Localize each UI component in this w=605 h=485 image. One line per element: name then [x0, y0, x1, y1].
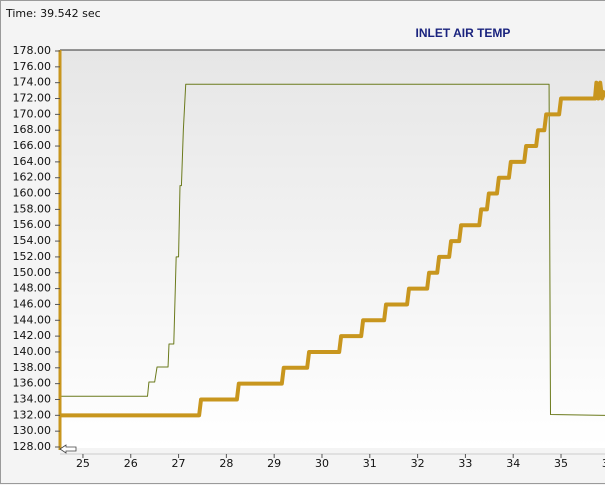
y-tick-label: 148.00	[13, 282, 52, 295]
y-tick-label: 166.00	[13, 139, 52, 152]
y-tick-label: 172.00	[13, 92, 52, 105]
series-line	[60, 80, 605, 418]
x-tick-label: 31	[363, 457, 377, 470]
y-tick-label: 154.00	[13, 234, 52, 247]
y-tick-label: 134.00	[13, 392, 52, 405]
x-tick-label: 27	[172, 457, 186, 470]
chart-title: INLET AIR TEMP	[416, 26, 511, 40]
y-tick-label: 138.00	[13, 361, 52, 374]
y-tick-label: 132.00	[13, 408, 52, 421]
y-tick-label: 162.00	[13, 171, 52, 184]
x-tick-label: 25	[76, 457, 90, 470]
y-tick-label: 152.00	[13, 250, 52, 263]
y-tick-label: 168.00	[13, 123, 52, 136]
y-tick-label: 164.00	[13, 155, 52, 168]
x-tick-label: 35	[554, 457, 568, 470]
y-tick-label: 144.00	[13, 313, 52, 326]
y-tick-label: 156.00	[13, 218, 52, 231]
series-line	[60, 83, 605, 416]
x-tick-label: 26	[124, 457, 138, 470]
plot-area	[60, 50, 605, 448]
y-tick-label: 130.00	[13, 424, 52, 437]
x-tick-label: 34	[506, 457, 520, 470]
y-tick-label: 146.00	[13, 297, 52, 310]
plot	[60, 80, 605, 418]
y-tick-label: 170.00	[13, 107, 52, 120]
x-tick-label: 32	[411, 457, 425, 470]
y-tick-label: 140.00	[13, 345, 52, 358]
y-tick-label: 158.00	[13, 202, 52, 215]
y-tick-label: 174.00	[13, 76, 52, 89]
y-tick-label: 178.00	[13, 44, 52, 57]
x-tick-label: 30	[315, 457, 329, 470]
y-tick-label: 150.00	[13, 266, 52, 279]
y-tick-label: 176.00	[13, 60, 52, 73]
y-tick-label: 136.00	[13, 377, 52, 390]
x-tick-label: 36	[602, 457, 605, 470]
x-tick-label: 29	[267, 457, 281, 470]
x-tick-label: 33	[458, 457, 472, 470]
y-tick-label: 142.00	[13, 329, 52, 342]
time-label: Time: 39.542 sec	[5, 7, 101, 20]
x-tick-label: 28	[219, 457, 233, 470]
y-tick-label: 160.00	[13, 187, 52, 200]
y-tick-label: 128.00	[13, 440, 52, 453]
scroll-arrow[interactable]	[59, 444, 77, 454]
